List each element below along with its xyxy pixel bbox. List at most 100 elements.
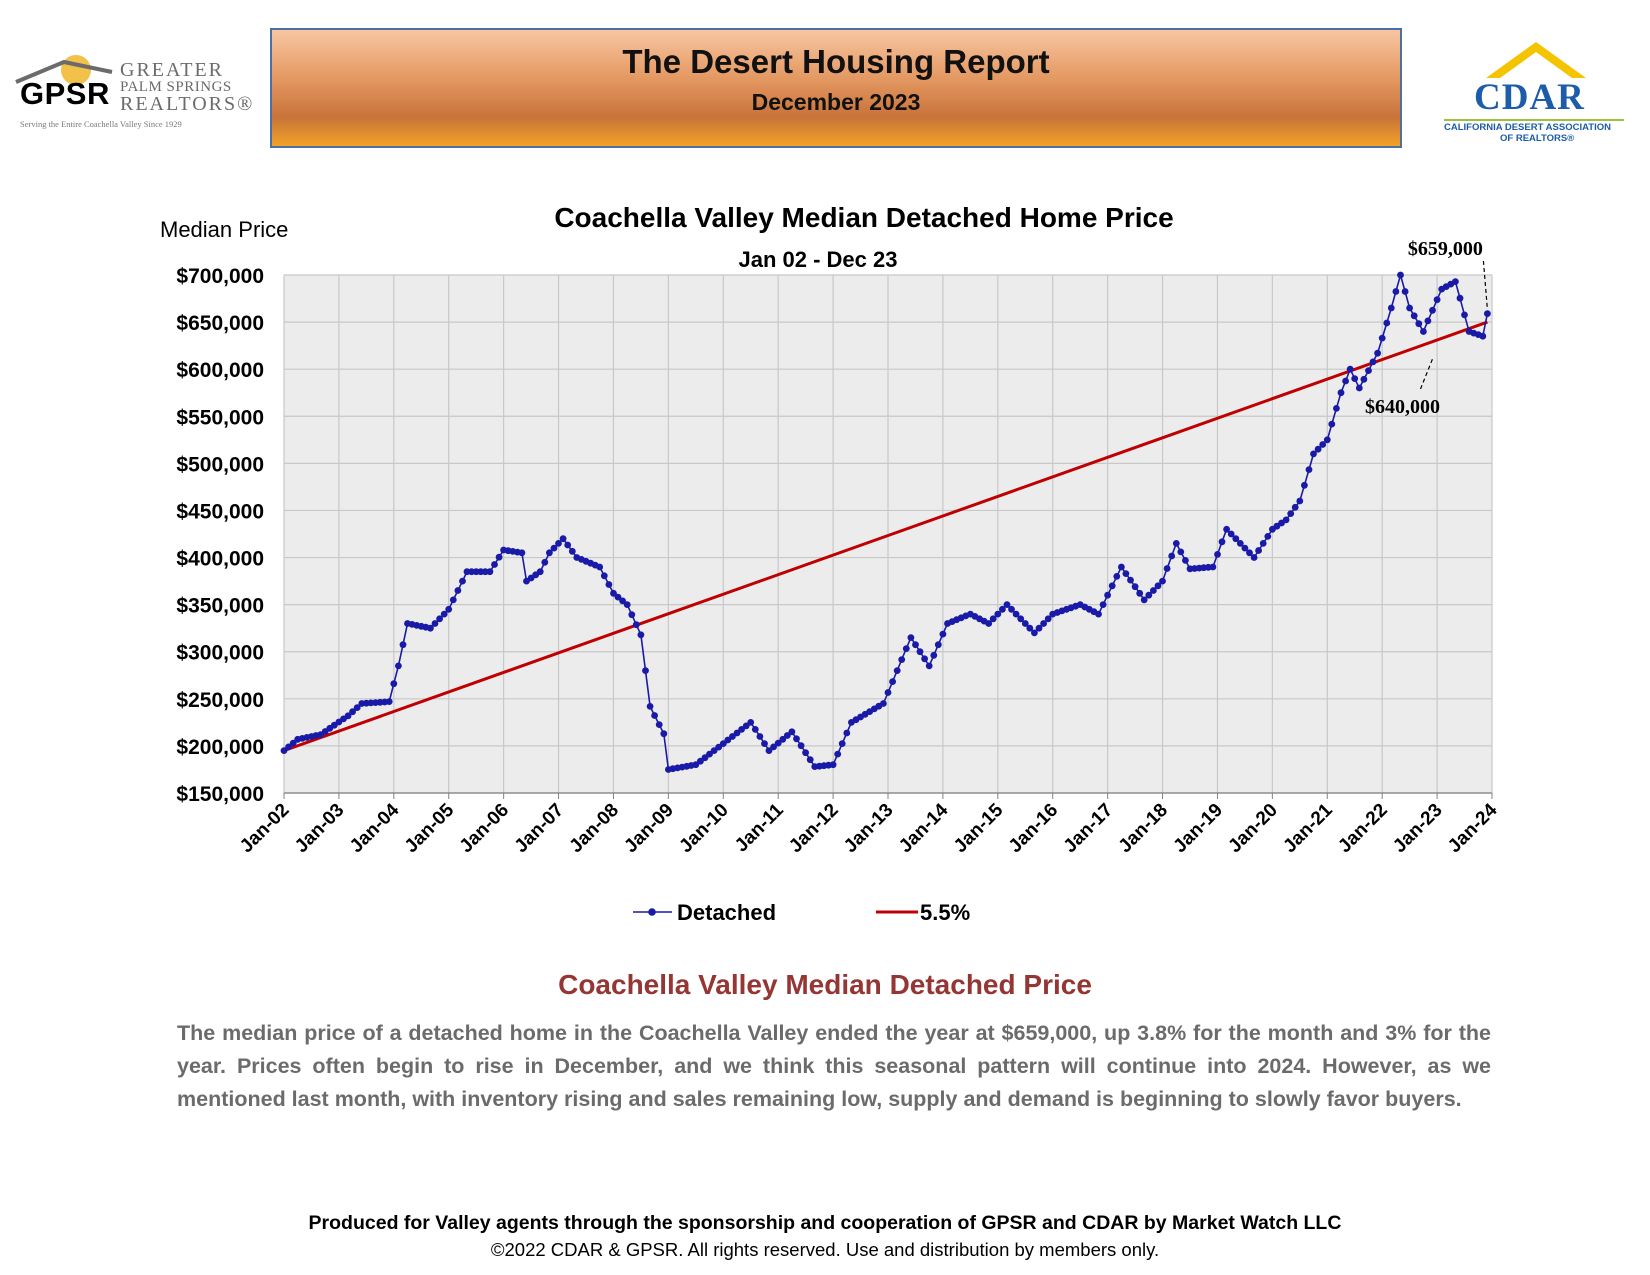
detached-data-point (1122, 570, 1130, 577)
y-axis-label: Median Price (160, 217, 288, 242)
x-tick-label: Jan-24 (1444, 799, 1502, 857)
detached-data-point (724, 736, 732, 744)
x-tick-label: Jan-16 (1005, 800, 1062, 857)
detached-data-point (1456, 294, 1464, 302)
detached-data-point (1159, 577, 1166, 585)
x-tick-label: Jan-20 (1224, 800, 1281, 857)
detached-data-point (843, 729, 851, 737)
detached-data-point (1401, 288, 1409, 295)
detached-data-point (1140, 596, 1148, 604)
detached-data-point (395, 662, 402, 670)
detached-data-point (1310, 450, 1317, 458)
detached-data-point (930, 651, 938, 659)
y-tick-label: $650,000 (176, 312, 264, 335)
detached-data-point (1351, 375, 1359, 382)
detached-data-point (921, 655, 928, 663)
report-title: The Desert Housing Report (622, 43, 1050, 80)
detached-data-point (1108, 582, 1116, 590)
detached-data-point (390, 680, 398, 688)
detached-data-point (431, 620, 439, 627)
detached-data-point (1374, 349, 1381, 357)
chart-subtitle: Jan 02 - Dec 23 (739, 247, 898, 272)
gpsr-word-realtors: REALTORS® (120, 93, 255, 115)
detached-data-point (285, 743, 292, 751)
detached-data-point (985, 620, 993, 627)
detached-data-point (436, 615, 443, 623)
detached-data-point (1250, 554, 1258, 561)
detached-data-point (642, 667, 649, 674)
detached-data-point (999, 605, 1006, 613)
legend-detached-marker (648, 908, 656, 916)
x-tick-label: Jan-07 (511, 800, 568, 857)
detached-data-point (1227, 530, 1235, 538)
annotation-leader-640k (1419, 358, 1434, 390)
x-tick-label: Jan-11 (731, 799, 788, 856)
detached-data-point (1296, 497, 1304, 505)
detached-data-point (1415, 320, 1423, 328)
detached-data-point (623, 601, 631, 608)
detached-data-point (660, 730, 668, 738)
gpsr-letters: GPSR (20, 76, 110, 112)
detached-data-point (1410, 312, 1418, 320)
detached-data-point (1305, 466, 1313, 473)
detached-data-point (692, 761, 700, 769)
detached-data-point (1323, 436, 1331, 444)
detached-data-point (1383, 319, 1391, 327)
detached-data-point (1484, 310, 1491, 317)
detached-data-point (605, 581, 613, 588)
cdar-rule (1444, 119, 1624, 121)
detached-data-point (559, 535, 567, 543)
gpsr-sun-roof-icon (15, 55, 113, 85)
detached-data-point (838, 740, 846, 747)
detached-data-point (1264, 533, 1272, 540)
cdar-subtitle-1: CALIFORNIA DESERT ASSOCIATION (1444, 122, 1611, 133)
x-tick-label: Jan-18 (1115, 800, 1172, 857)
detached-data-point (1319, 441, 1327, 448)
y-tick-label: $200,000 (176, 736, 264, 759)
report-banner: The Desert Housing Report December 2023 (270, 28, 1402, 148)
cdar-roof-icon (1486, 42, 1586, 78)
detached-data-point (1429, 306, 1436, 314)
detached-data-point (939, 630, 947, 638)
detached-data-point (1035, 624, 1043, 632)
detached-data-point (1314, 445, 1322, 453)
legend-trend-label: 5.5% (920, 900, 970, 925)
gpsr-logo: GPSR GREATER PALM SPRINGS REALTORS® Serv… (12, 48, 252, 138)
detached-data-point (399, 641, 407, 649)
detached-data-point (1136, 589, 1144, 597)
legend-detached-label: Detached (677, 900, 776, 925)
detached-data-point (614, 593, 622, 601)
detached-data-point (1282, 516, 1290, 524)
detached-data-point (1150, 587, 1157, 594)
detached-data-point (1291, 503, 1299, 511)
detached-data-point (1337, 389, 1345, 397)
detached-data-point (1346, 365, 1354, 373)
x-tick-label: Jan-23 (1389, 800, 1446, 857)
detached-data-point (1355, 384, 1363, 392)
detached-data-point (733, 729, 741, 737)
detached-data-point (706, 750, 713, 758)
footer-copyright: ©2022 CDAR & GPSR. All rights reserved. … (490, 1239, 1160, 1260)
detached-data-point (1452, 278, 1459, 285)
detached-data-point (1461, 311, 1468, 319)
report-date: December 2023 (751, 89, 921, 115)
detached-data-point (1259, 540, 1267, 547)
x-tick-label: Jan-10 (675, 800, 732, 857)
detached-data-point (756, 733, 764, 740)
detached-data-point (738, 726, 745, 733)
detached-data-point (600, 572, 608, 580)
detached-data-point (459, 577, 466, 585)
detached-data-point (710, 747, 718, 754)
detached-data-point (651, 712, 658, 719)
cdar-logo: CDAR CALIFORNIA DESERT ASSOCIATION OF RE… (1436, 40, 1636, 150)
detached-data-point (797, 742, 805, 750)
detached-data-point (934, 641, 942, 649)
detached-data-point (1172, 540, 1180, 547)
y-tick-label: $450,000 (176, 500, 264, 523)
detached-data-point (646, 703, 654, 710)
x-tick-label: Jan-08 (566, 800, 623, 857)
detached-data-point (1127, 576, 1134, 584)
y-tick-label: $550,000 (176, 406, 264, 429)
detached-data-point (1246, 549, 1253, 557)
detached-data-point (1301, 481, 1308, 489)
